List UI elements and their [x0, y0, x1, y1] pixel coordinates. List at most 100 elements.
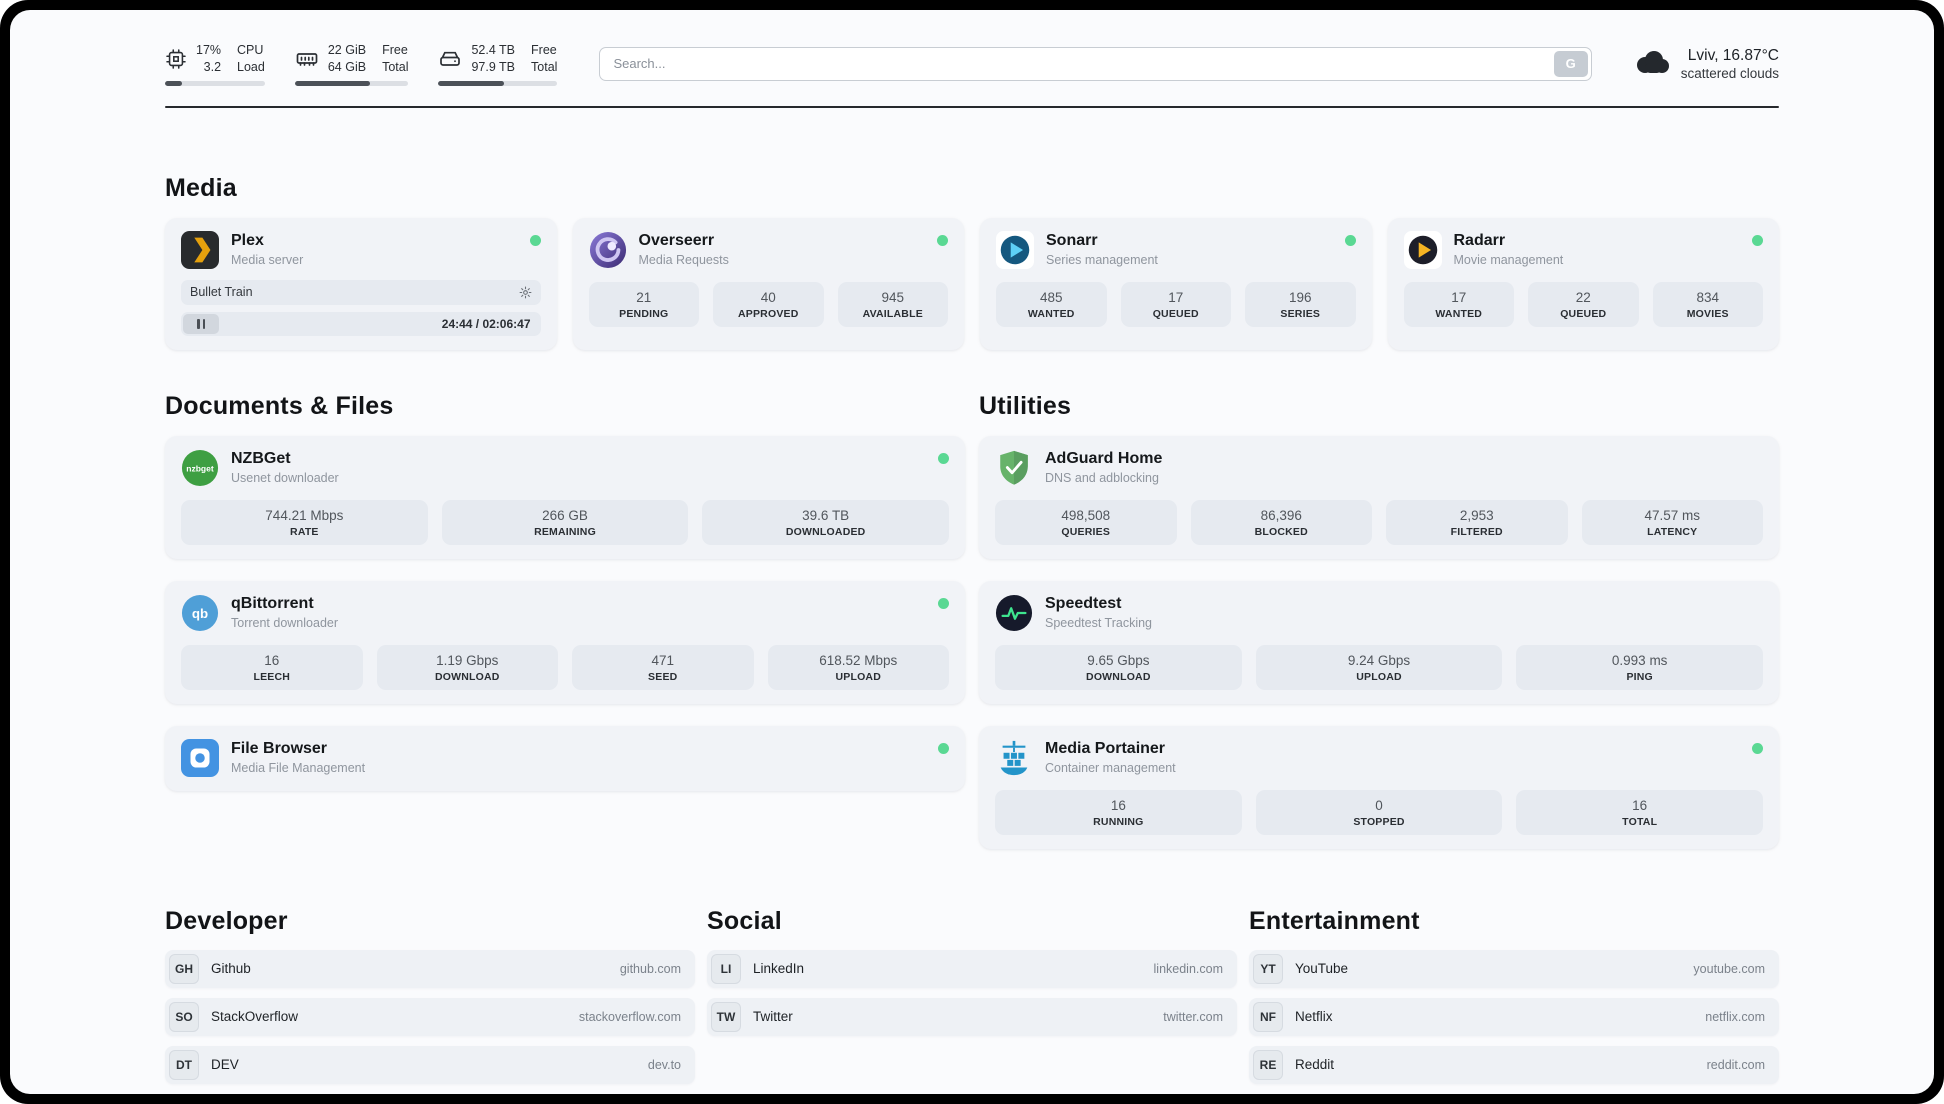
ram-progress-bar	[294, 80, 409, 86]
portainer-icon	[995, 739, 1033, 777]
link-netflix[interactable]: NF Netflix netflix.com	[1249, 997, 1779, 1036]
radarr-icon	[1403, 230, 1442, 269]
filebrowser-card[interactable]: File Browser Media File Management	[165, 725, 965, 791]
link-dev[interactable]: DT DEV dev.to	[165, 1045, 695, 1084]
disk-monitor: 52.4 TB 97.9 TB Free Total	[438, 42, 558, 86]
section-title-social: Social	[707, 906, 782, 935]
stat-upload: 9.24 Gbps UPLOAD	[1255, 644, 1503, 690]
stat-label: SEED	[648, 670, 678, 683]
app-description: Media Requests	[638, 252, 729, 267]
weather-condition: scattered clouds	[1680, 65, 1779, 81]
stat-value: 834	[1696, 289, 1720, 305]
stat-label: PING	[1626, 670, 1653, 683]
link-twitter[interactable]: TW Twitter twitter.com	[707, 997, 1237, 1036]
stat-value: 744.21 Mbps	[265, 507, 344, 523]
radarr-stats: 17 WANTED 22 QUEUED 834 MOVIES	[1403, 281, 1763, 327]
link-url: netflix.com	[1705, 1009, 1765, 1024]
stat-available: 945 AVAILABLE	[837, 281, 948, 327]
status-dot	[938, 742, 949, 754]
sonarr-card[interactable]: Sonarr Series management 485 WANTED 17 Q…	[980, 217, 1372, 350]
pause-button[interactable]	[183, 313, 219, 334]
disk-label-bottom: Total	[531, 59, 558, 74]
disk-label-top: Free	[531, 43, 557, 57]
qbittorrent-card[interactable]: qb qBittorrent Torrent downloader 16 LEE…	[165, 580, 965, 704]
stat-value: 471	[651, 652, 675, 668]
stat-wanted: 485 WANTED	[996, 281, 1107, 327]
header-bar: 17% 3.2 CPU Load	[165, 42, 1779, 86]
stat-approved: 40 APPROVED	[713, 281, 824, 327]
stat-series: 196 SERIES	[1245, 281, 1356, 327]
disk-total: 97.9 TB	[471, 59, 516, 74]
ram-label-top: Free	[382, 43, 408, 57]
radarr-card[interactable]: Radarr Movie management 17 WANTED 22 QUE…	[1387, 217, 1779, 350]
stat-value: 17	[1168, 289, 1184, 305]
overseerr-stats: 21 PENDING 40 APPROVED 945 AVAILABLE	[588, 281, 948, 327]
stat-label: PENDING	[619, 307, 669, 320]
section-title-media: Media	[165, 173, 237, 202]
link-github[interactable]: GH Github github.com	[165, 949, 695, 988]
cpu-label-bottom: Load	[237, 59, 265, 74]
stat-pending: 21 PENDING	[588, 281, 699, 327]
entertainment-section: Entertainment YT YouTube youtube.com NF …	[1249, 907, 1779, 1084]
link-youtube[interactable]: YT YouTube youtube.com	[1249, 949, 1779, 988]
nzbget-titles: NZBGet Usenet downloader	[231, 449, 926, 485]
cpu-label-top: CPU	[237, 43, 264, 57]
adguard-card[interactable]: AdGuard Home DNS and adblocking 498,508 …	[979, 435, 1779, 559]
nzbget-stats: 744.21 Mbps RATE 266 GB REMAINING 39.6 T…	[181, 499, 950, 545]
speedtest-card-header: Speedtest Speedtest Tracking	[995, 594, 1763, 632]
stat-running: 16 RUNNING	[995, 789, 1242, 835]
stat-value: 22	[1575, 289, 1591, 305]
stat-total: 16 TOTAL	[1516, 789, 1764, 835]
stat-ping: 0.993 ms PING	[1516, 644, 1764, 690]
plex-now-playing-row: Bullet Train	[181, 279, 541, 305]
qbittorrent-stats: 16 LEECH 1.19 Gbps DOWNLOAD 471 SEED 6	[181, 644, 949, 690]
app-description: Usenet downloader	[231, 470, 339, 485]
playback-time: 24:44 / 02:06:47	[441, 316, 531, 331]
gear-icon[interactable]	[519, 286, 532, 299]
plex-player-bar[interactable]: 24:44 / 02:06:47	[181, 311, 541, 336]
sonarr-stats: 485 WANTED 17 QUEUED 196 SERIES	[996, 281, 1356, 327]
weather-widget: Lviv, 16.87°C scattered clouds	[1634, 47, 1779, 81]
cpu-labels: CPU Load	[237, 42, 265, 76]
overseerr-icon	[589, 231, 627, 269]
link-url: dev.to	[647, 1057, 681, 1072]
pause-icon	[202, 318, 205, 329]
sonarr-card-header: Sonarr Series management	[996, 230, 1356, 269]
ram-labels: Free Total	[382, 42, 408, 76]
stat-label: DOWNLOADED	[785, 525, 866, 538]
stat-latency: 47.57 ms LATENCY	[1581, 499, 1763, 545]
link-url: twitter.com	[1163, 1009, 1223, 1024]
app-name: NZBGet	[231, 449, 291, 467]
stat-blocked: 86,396 BLOCKED	[1190, 499, 1372, 545]
link-url: reddit.com	[1706, 1057, 1765, 1072]
qbittorrent-icon: qb	[181, 594, 219, 632]
link-linkedin[interactable]: LI LinkedIn linkedin.com	[707, 949, 1237, 988]
nzbget-icon: nzbget	[181, 449, 219, 487]
app-description: Series management	[1046, 252, 1158, 267]
search-button[interactable]: G	[1553, 50, 1588, 77]
stat-leech: 16 LEECH	[181, 644, 363, 690]
stat-label: RUNNING	[1093, 815, 1144, 828]
nzbget-card-header: nzbget NZBGet Usenet downloader	[181, 449, 949, 487]
nzbget-card[interactable]: nzbget NZBGet Usenet downloader 744.21 M…	[165, 435, 965, 559]
portainer-card[interactable]: Media Portainer Container management 16 …	[979, 725, 1779, 849]
stat-label: WANTED	[1435, 307, 1483, 320]
cpu-monitor: 17% 3.2 CPU Load	[165, 42, 265, 86]
ram-icon	[295, 47, 319, 71]
adguard-icon	[995, 449, 1033, 487]
search-input[interactable]	[603, 56, 1554, 72]
link-reddit[interactable]: RE Reddit reddit.com	[1249, 1045, 1779, 1084]
status-dot	[938, 597, 949, 609]
speedtest-card[interactable]: Speedtest Speedtest Tracking 9.65 Gbps D…	[979, 580, 1779, 704]
cpu-icon	[165, 48, 187, 70]
link-stackoverflow[interactable]: SO StackOverflow stackoverflow.com	[165, 997, 695, 1036]
link-name: Reddit	[1295, 1057, 1335, 1073]
plex-card[interactable]: Plex Media server Bullet Train 24:44 / 0…	[165, 217, 557, 350]
app-name: Media Portainer	[1045, 739, 1166, 757]
link-name: LinkedIn	[753, 961, 805, 977]
stat-label: RATE	[290, 525, 319, 538]
overseerr-card[interactable]: Overseerr Media Requests 21 PENDING 40 A…	[572, 217, 964, 350]
stat-queued: 17 QUEUED	[1120, 281, 1231, 327]
stat-value: 9.24 Gbps	[1347, 652, 1411, 668]
